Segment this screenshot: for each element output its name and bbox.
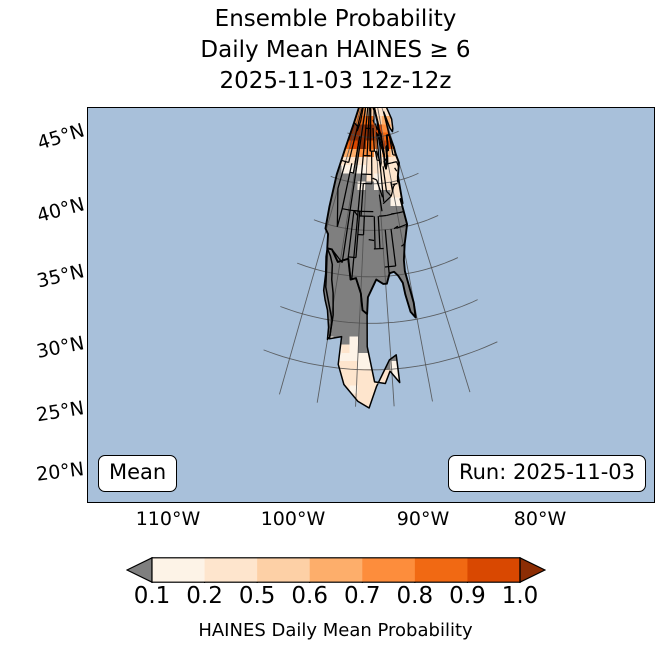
colorbar-axis-label: HAINES Daily Mean Probability bbox=[198, 620, 473, 641]
colorbar-segment-1 bbox=[204, 557, 258, 583]
ensemble-member-badge: Mean bbox=[98, 455, 178, 492]
colorbar-over-arrow bbox=[519, 557, 546, 583]
colorbar-segment-0 bbox=[152, 557, 205, 583]
colorbar-tick-labels: 0.1 0.2 0.5 0.6 0.7 0.8 0.9 1.0 bbox=[0, 583, 671, 613]
lon-tick-80W: 80°W bbox=[513, 508, 567, 530]
colorbar-under-arrow bbox=[126, 557, 153, 583]
lat-tick-40N: 40°N bbox=[34, 193, 87, 228]
lat-tick-35N: 35°N bbox=[34, 260, 87, 293]
chart-title: Ensemble Probability Daily Mean HAINES ≥… bbox=[0, 4, 671, 97]
lat-tick-25N: 25°N bbox=[34, 397, 86, 427]
lat-tick-45N: 45°N bbox=[34, 119, 88, 155]
colorbar-tick-0-8: 0.8 bbox=[396, 583, 434, 609]
colorbar-tick-0-1: 0.1 bbox=[133, 583, 171, 609]
title-line-3: 2025-11-03 12z-12z bbox=[219, 68, 452, 94]
map-plot-area[interactable]: Mean Run: 2025-11-03 bbox=[87, 107, 655, 503]
colorbar-tick-1-0: 1.0 bbox=[501, 583, 539, 609]
colorbar-tick-0-6: 0.6 bbox=[291, 583, 328, 609]
colorbar-segment-3 bbox=[309, 557, 363, 583]
colorbar-tick-0-2: 0.2 bbox=[186, 583, 223, 609]
colorbar bbox=[126, 557, 546, 583]
colorbar-segment-6 bbox=[467, 557, 521, 583]
colorbar-gradient bbox=[126, 557, 546, 583]
coastlines-and-borders bbox=[322, 108, 417, 409]
colorbar-segment-2 bbox=[257, 557, 311, 583]
lon-tick-90W: 90°W bbox=[396, 508, 450, 530]
title-line-1: Ensemble Probability bbox=[214, 6, 457, 32]
lat-tick-30N: 30°N bbox=[34, 332, 87, 363]
colorbar-segment-5 bbox=[414, 557, 468, 583]
colorbar-frame bbox=[151, 557, 521, 583]
colorbar-tick-0-5: 0.5 bbox=[238, 583, 276, 609]
title-line-2: Daily Mean HAINES ≥ 6 bbox=[200, 37, 471, 63]
lat-tick-20N: 20°N bbox=[35, 458, 86, 486]
colorbar-tick-0-7: 0.7 bbox=[343, 583, 381, 609]
colorbar-segment-4 bbox=[362, 557, 416, 583]
haines-probability-map bbox=[88, 108, 654, 502]
lon-tick-100W: 100°W bbox=[260, 508, 326, 530]
model-run-badge: Run: 2025-11-03 bbox=[447, 455, 646, 492]
colorbar-tick-0-9: 0.9 bbox=[449, 583, 486, 609]
lon-tick-110W: 110°W bbox=[135, 508, 201, 530]
